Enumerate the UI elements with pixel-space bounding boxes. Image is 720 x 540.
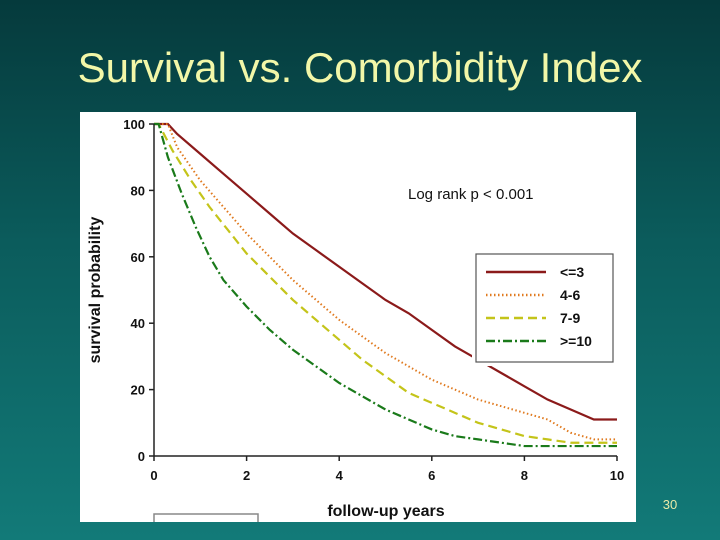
legend-label: >=10 (560, 333, 592, 349)
series-line-3 (154, 122, 617, 444)
x-tick-label: 4 (336, 468, 344, 483)
slide-number: 30 (662, 497, 678, 512)
series-line-2 (154, 123, 617, 441)
legend-label: <=3 (560, 264, 584, 280)
y-tick-label: 0 (138, 449, 145, 464)
y-tick-label: 80 (131, 183, 145, 198)
slide-title: Survival vs. Comorbidity Index (77, 44, 643, 91)
x-tick-label: 6 (428, 468, 435, 483)
x-axis-label: follow-up years (327, 503, 444, 520)
chart-panel: 0 20 40 60 80 100 0 2 4 6 8 10 Log rank p < 0.001 <… (80, 112, 636, 529)
x-tick-label: 2 (243, 468, 250, 483)
x-tick-label: 0 (150, 468, 157, 483)
y-tick-label: 40 (131, 316, 145, 331)
y-axis-label: survival probability (87, 217, 104, 364)
y-tick-label: 100 (123, 117, 145, 132)
x-tick-label: 8 (521, 468, 528, 483)
placeholder-box (153, 513, 259, 529)
series-line-1 (154, 122, 617, 421)
x-tick-label: 10 (610, 468, 624, 483)
legend-label: 4-6 (560, 287, 580, 303)
log-rank-annotation: Log rank p < 0.001 (408, 186, 534, 203)
legend-box (475, 253, 614, 363)
y-tick-label: 20 (131, 383, 145, 398)
legend: <=3 4-6 7-9 >=10 (472, 250, 617, 366)
y-tick-label: 60 (131, 250, 145, 265)
survival-chart: 0 20 40 60 80 100 0 2 4 6 8 10 Log rank p < 0.001 <… (87, 117, 624, 529)
legend-label: 7-9 (560, 310, 580, 326)
